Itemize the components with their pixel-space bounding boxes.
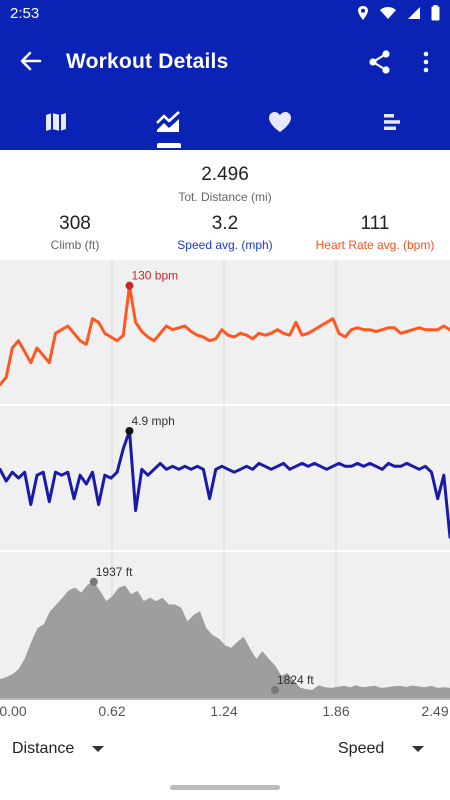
tab-map[interactable] — [0, 94, 112, 150]
heart-rate-avg-value: 111 — [360, 213, 390, 234]
home-gesture-pill[interactable] — [170, 785, 280, 790]
annotation-marker — [271, 686, 279, 694]
bar-list-icon — [384, 114, 400, 130]
share-icon[interactable] — [366, 48, 394, 76]
annotation-label: 1937 ft — [96, 565, 133, 579]
back-arrow-icon[interactable] — [16, 46, 46, 76]
x-tick-label: 0.62 — [98, 703, 126, 719]
page-title: Workout Details — [66, 50, 229, 73]
chart-area[interactable]: 130 bpm 4.9 mph 1937 ft 1824 ft — [0, 260, 450, 700]
speed-avg-value: 3.2 — [211, 213, 239, 234]
heart-rate-avg-label: Heart Rate avg. (bpm) — [315, 238, 435, 252]
app-bar: Workout Details — [0, 28, 450, 94]
annotation-marker — [125, 426, 134, 435]
x-axis-dropdown-label: Distance — [12, 740, 75, 757]
chevron-down-icon — [412, 746, 425, 752]
battery-icon — [431, 5, 440, 21]
heart-rate-chart: 130 bpm — [0, 269, 450, 387]
axis-selector-bar: Distance Speed — [0, 724, 450, 774]
x-axis-labels: 0.00 0.62 1.24 1.86 2.49 — [0, 700, 450, 724]
heart-rate-line — [0, 284, 450, 387]
wifi-icon — [380, 7, 396, 19]
tab-charts[interactable] — [112, 94, 224, 150]
annotation-label: 4.9 mph — [131, 414, 174, 428]
status-time: 2:53 — [10, 5, 40, 22]
annotation-marker — [89, 577, 98, 586]
panel-separator — [0, 404, 450, 406]
tab-heart-rate[interactable] — [224, 94, 336, 150]
status-bar: 2:53 — [0, 0, 450, 28]
x-tick-label: 0.00 — [0, 703, 27, 719]
y-axis-dropdown-label: Speed — [338, 740, 385, 757]
x-axis-dropdown[interactable]: Distance — [12, 736, 105, 762]
annotation-marker — [125, 281, 134, 290]
distance-value: 2.496 — [201, 164, 249, 185]
climb-value: 308 — [59, 213, 91, 234]
tab-bar — [0, 94, 450, 150]
speed-line — [0, 429, 450, 539]
x-tick-label: 1.86 — [322, 703, 350, 719]
map-icon — [46, 113, 66, 131]
elevation-area — [0, 581, 450, 698]
system-nav-bar — [0, 774, 450, 800]
x-tick-label: 2.49 — [421, 703, 449, 719]
tab-splits[interactable] — [336, 94, 448, 150]
chevron-down-icon — [92, 746, 105, 752]
distance-label: Tot. Distance (mi) — [178, 190, 272, 204]
trend-chart-icon — [156, 111, 180, 132]
elevation-chart: 1937 ft 1824 ft — [0, 565, 450, 698]
panel-separator — [0, 550, 450, 552]
y-axis-dropdown[interactable]: Speed — [338, 736, 425, 762]
workout-charts[interactable]: 130 bpm 4.9 mph 1937 ft 1824 ft — [0, 260, 450, 700]
annotation-label: 130 bpm — [131, 269, 178, 283]
location-icon — [358, 6, 368, 20]
heart-icon — [269, 112, 291, 132]
annotation-label: 1824 ft — [277, 673, 314, 687]
x-tick-label: 1.24 — [210, 703, 238, 719]
climb-label: Climb (ft) — [50, 238, 100, 252]
active-tab-indicator — [157, 143, 181, 148]
speed-chart: 4.9 mph — [0, 414, 450, 539]
stats-panel: 2.496 Tot. Distance (mi) 308 Climb (ft) … — [0, 150, 450, 260]
more-options-icon[interactable] — [414, 48, 438, 76]
speed-avg-label: Speed avg. (mph) — [177, 238, 273, 252]
signal-icon — [408, 7, 420, 19]
